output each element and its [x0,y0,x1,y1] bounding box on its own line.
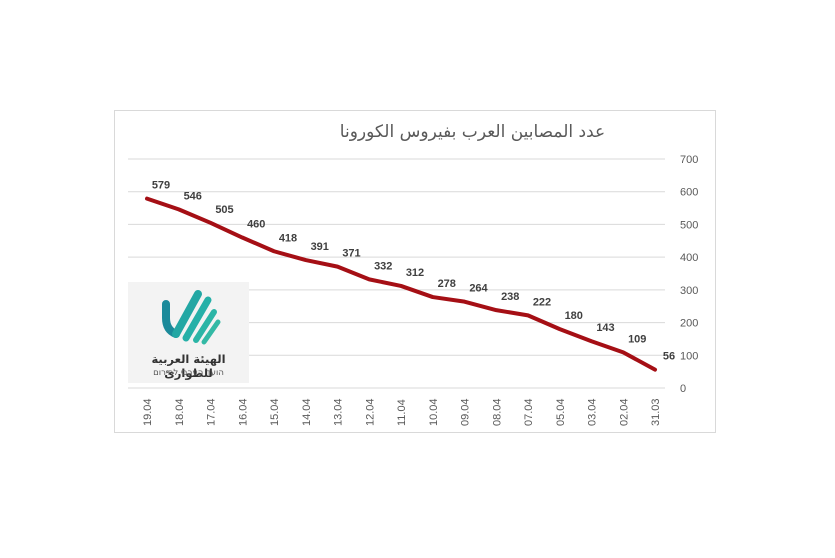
data-label: 143 [596,322,614,334]
x-tick-label: 31.03 [650,398,662,426]
x-tick-label: 17.04 [206,398,218,426]
data-label: 546 [184,190,202,202]
data-label: 371 [342,248,360,260]
y-tick-label: 100 [680,350,698,362]
data-label: 460 [247,219,265,231]
y-tick-label: 500 [680,219,698,231]
x-tick-label: 05.04 [555,398,567,426]
y-tick-label: 0 [680,383,686,395]
data-label: 222 [533,296,551,308]
data-labels: 579 546 505 460 418 391 371 332 312 278 264 238 222 1… [152,180,675,363]
y-tick-label: 200 [680,318,698,330]
data-label: 579 [152,180,170,192]
x-tick-label: 07.04 [523,398,535,426]
data-line [145,196,657,372]
x-tick-label: 10.04 [428,398,440,426]
x-axis-ticks: 19.04 18.04 17.04 16.04 15.04 14.04 13.04 12.04… [142,398,662,426]
data-label: 180 [565,310,583,322]
x-tick-label: 03.04 [587,398,599,426]
data-label: 418 [279,232,297,244]
y-tick-label: 700 [680,154,698,166]
x-tick-label: 15.04 [269,398,281,426]
data-label: 238 [501,291,519,303]
logo: الهيئة العربية للطوارئ הועד הערבי לחירום [128,282,249,383]
logo-mark-icon [162,290,221,345]
x-tick-label: 19.04 [142,398,154,426]
x-tick-label: 16.04 [237,398,249,426]
x-tick-label: 11.04 [396,399,408,426]
x-tick-label: 14.04 [301,398,313,426]
logo-hebrew-text: הועד הערבי לחירום [153,368,224,378]
data-label: 278 [438,278,456,290]
data-label: 109 [628,333,646,345]
data-label: 264 [469,283,488,295]
y-tick-label: 300 [680,285,698,297]
x-tick-label: 08.04 [491,398,503,426]
data-label: 56 [663,351,675,363]
data-label: 505 [215,204,233,216]
data-label: 312 [406,267,424,279]
y-tick-label: 400 [680,252,698,264]
y-tick-label: 600 [680,187,698,199]
y-axis-ticks: 0 100 200 300 400 500 600 700 [680,154,698,395]
x-tick-label: 18.04 [174,398,186,426]
x-tick-label: 12.04 [364,398,376,426]
x-tick-label: 13.04 [333,398,345,426]
data-label: 391 [311,241,329,253]
chart-title: عدد المصابين العرب بفيروس الكورونا [339,122,606,142]
x-tick-label: 09.04 [460,398,472,426]
x-tick-label: 02.04 [618,398,630,426]
data-label: 332 [374,260,392,272]
logo-arabic-text: الهيئة العربية للطوارئ [151,352,226,380]
